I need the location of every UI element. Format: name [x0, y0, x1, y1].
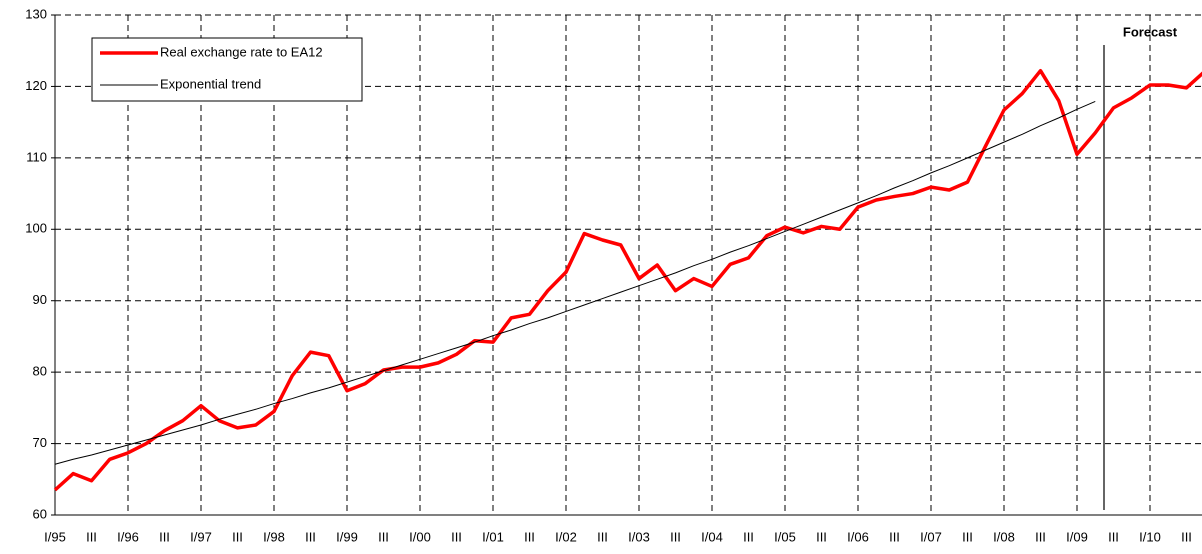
x-tick-label: I/10	[1139, 529, 1161, 544]
x-tick-label: III	[305, 529, 316, 544]
forecast-label: Forecast	[1123, 24, 1178, 39]
x-tick-label: I/97	[190, 529, 212, 544]
x-tick-label: III	[597, 529, 608, 544]
x-tick-label: III	[451, 529, 462, 544]
x-tick-label: I/03	[628, 529, 650, 544]
x-tick-label: III	[524, 529, 535, 544]
y-tick-label: 120	[25, 78, 47, 93]
x-tick-label: III	[816, 529, 827, 544]
x-tick-label: I/01	[482, 529, 504, 544]
x-tick-label: I/02	[555, 529, 577, 544]
x-tick-label: III	[232, 529, 243, 544]
x-tick-label: I/96	[117, 529, 139, 544]
x-tick-label: III	[962, 529, 973, 544]
x-tick-label: I/98	[263, 529, 285, 544]
series-line	[54, 100, 1096, 465]
x-tick-label: III	[889, 529, 900, 544]
y-tick-label: 130	[25, 6, 47, 21]
legend-label: Real exchange rate to EA12	[160, 44, 323, 59]
x-tick-label: III	[1181, 529, 1192, 544]
x-tick-label: III	[159, 529, 170, 544]
y-tick-label: 110	[26, 149, 47, 164]
y-tick-label: 100	[25, 221, 47, 236]
y-tick-label: 80	[33, 364, 47, 379]
x-tick-label: I/08	[993, 529, 1015, 544]
x-tick-label: I/95	[44, 529, 66, 544]
legend-box	[91, 37, 363, 102]
x-tick-label: III	[1035, 529, 1046, 544]
x-tick-label: I/99	[336, 529, 358, 544]
x-tick-label: I/05	[774, 529, 796, 544]
x-tick-label: I/06	[847, 529, 869, 544]
y-tick-label: 70	[33, 435, 47, 450]
x-tick-label: I/00	[409, 529, 431, 544]
x-tick-label: III	[743, 529, 754, 544]
x-tick-label: I/04	[701, 529, 723, 544]
y-tick-label: 60	[33, 506, 47, 521]
x-tick-label: III	[1108, 529, 1119, 544]
x-tick-label: III	[378, 529, 389, 544]
legend: Real exchange rate to EA12 Exponential tr…	[91, 37, 363, 102]
x-tick-label: III	[670, 529, 681, 544]
x-tick-label: I/07	[920, 529, 942, 544]
series-line	[53, 68, 1202, 492]
y-tick-label: 90	[33, 292, 47, 307]
x-tick-label: III	[86, 529, 97, 544]
legend-label: Exponential trend	[160, 76, 261, 91]
x-tick-label: I/09	[1066, 529, 1088, 544]
